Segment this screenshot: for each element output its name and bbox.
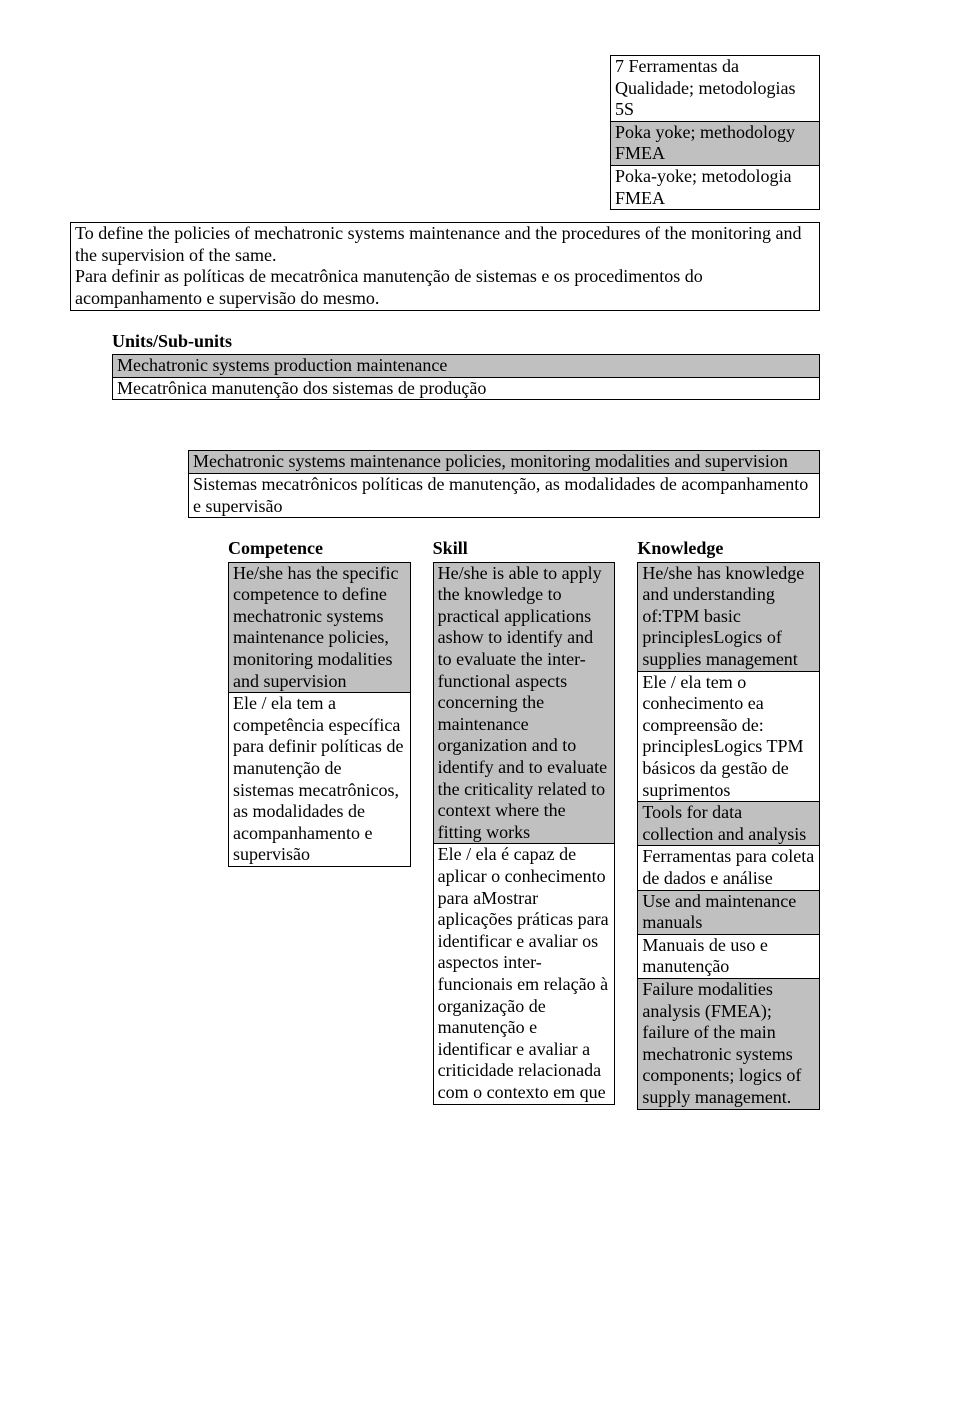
units-heading: Units/Sub-units [112,331,890,353]
knowledge-r2: Ele / ela tem o conhecimento ea compreen… [637,671,820,802]
skill-stack: He/she is able to apply the knowledge to… [433,562,616,1105]
topbox-row-3: Poka-yoke; metodologia FMEA [610,165,820,209]
knowledge-heading: Knowledge [637,538,820,560]
skill-pt: Ele / ela é capaz de aplicar o conhecime… [433,843,616,1103]
skill-en: He/she is able to apply the knowledge to… [433,563,616,844]
units-table: Mechatronic systems production maintenan… [112,354,820,400]
competence-stack: He/she has the specific competence to de… [228,562,411,867]
definition-en: To define the policies of mechatronic sy… [75,223,815,266]
knowledge-r3: Tools for data collection and analysis [637,801,820,845]
top-small-table: 7 Ferramentas da Qualidade; metodologias… [610,55,820,210]
units-row-pt: Mecatrônica manutenção dos sistemas de p… [112,378,820,400]
competence-pt: Ele / ela tem a competência específica p… [228,692,411,866]
competence-column: Competence He/she has the specific compe… [228,538,411,867]
knowledge-r6: Manuais de uso e manutenção [637,934,820,978]
knowledge-stack: He/she has knowledge and understanding o… [637,562,820,1110]
topbox-row-2: Poka yoke; methodology FMEA [610,121,820,165]
skill-column: Skill He/she is able to apply the knowle… [433,538,616,1104]
skill-heading: Skill [433,538,616,560]
units-row-en: Mechatronic systems production maintenan… [112,355,820,378]
definition-box: To define the policies of mechatronic sy… [70,222,820,310]
knowledge-r4: Ferramentas para coleta de dados e análi… [637,845,820,889]
policy-table: Mechatronic systems maintenance policies… [188,450,820,518]
definition-pt: Para definir as políticas de mecatrônica… [75,266,815,309]
knowledge-r5: Use and maintenance manuals [637,890,820,934]
knowledge-column: Knowledge He/she has knowledge and under… [637,538,820,1109]
policy-row-en: Mechatronic systems maintenance policies… [188,451,820,474]
knowledge-r1: He/she has knowledge and understanding o… [637,563,820,671]
policy-row-pt: Sistemas mecatrônicos políticas de manut… [188,474,820,517]
topbox-row-1: 7 Ferramentas da Qualidade; metodologias… [610,56,820,121]
competence-heading: Competence [228,538,411,560]
three-columns: Competence He/she has the specific compe… [228,538,820,1109]
knowledge-r7: Failure modalities analysis (FMEA); fail… [637,978,820,1109]
competence-en: He/she has the specific competence to de… [228,563,411,693]
